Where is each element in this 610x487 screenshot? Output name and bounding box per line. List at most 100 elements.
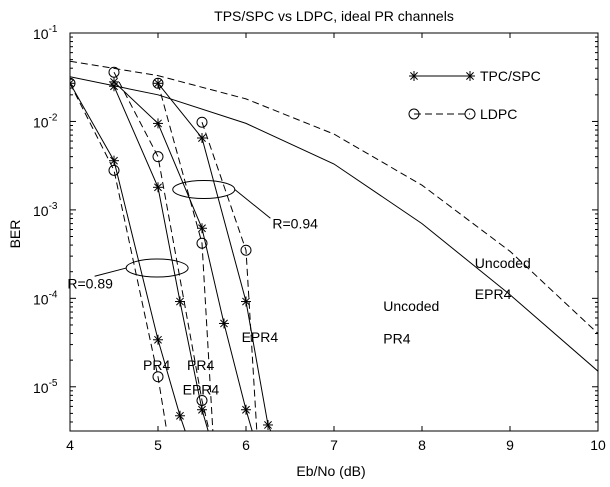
- y-axis: 10-110-210-310-410-5: [33, 24, 598, 423]
- asterisk-stroke: [410, 72, 418, 80]
- ldpc-marker: [70, 77, 76, 89]
- rate-leader-line: [94, 267, 127, 277]
- x-tick-label: 8: [418, 437, 426, 453]
- ldpc-marker: [196, 237, 208, 249]
- x-tick-label: 5: [154, 437, 162, 453]
- y-tick-base: 10: [33, 291, 49, 307]
- asterisk-stroke: [176, 411, 184, 420]
- asterisk-stroke: [154, 119, 162, 128]
- plot-area: [69, 32, 599, 432]
- asterisk-stroke: [466, 72, 474, 80]
- legend-label: LDPC: [480, 106, 517, 122]
- x-tick-label: 9: [506, 437, 514, 453]
- annotation-uncoded-epr4-line1: Uncoded: [475, 255, 531, 271]
- ldpc-marker: [152, 371, 164, 383]
- tpc-spc-marker: [70, 78, 75, 89]
- y-tick-exponent: -3: [49, 201, 58, 212]
- x-tick-label: 10: [590, 437, 606, 453]
- y-axis-label: BER: [7, 220, 23, 249]
- coded-curve-solid: [113, 81, 253, 431]
- ldpc-marker: [196, 116, 208, 128]
- asterisk-stroke: [242, 405, 250, 414]
- tpc-spc-marker: [153, 334, 163, 345]
- tpc-spc-marker: [153, 78, 163, 89]
- y-tick-label: 10-4: [33, 289, 58, 307]
- annotation-pr4-a: PR4: [143, 357, 170, 373]
- asterisk-stroke: [110, 77, 118, 86]
- asterisk-stroke: [220, 319, 228, 328]
- y-tick-exponent: -5: [49, 378, 58, 389]
- tpc-spc-marker: [241, 404, 251, 415]
- asterisk-stroke: [264, 421, 272, 429]
- tpc-spc-marker: [175, 296, 185, 307]
- asterisk-stroke: [70, 82, 74, 88]
- y-tick-label: 10-2: [33, 112, 58, 130]
- coded-curve-dashed: [113, 71, 210, 431]
- asterisk-stroke: [242, 297, 250, 306]
- series-layer: [70, 60, 598, 431]
- tpc-spc-marker: [263, 419, 273, 430]
- y-tick-base: 10: [33, 26, 49, 42]
- y-tick-exponent: -2: [49, 112, 58, 123]
- uncoded-curve-solid: [70, 76, 598, 372]
- annotation-uncoded-epr4-line2: EPR4: [475, 286, 512, 302]
- chart-title: TPS/SPC vs LDPC, ideal PR channels: [214, 8, 454, 24]
- asterisk-stroke: [110, 156, 118, 165]
- y-tick-exponent: -1: [49, 24, 58, 35]
- legend-marker-circle: [408, 108, 420, 120]
- x-tick-label: 4: [66, 437, 74, 453]
- tpc-spc-marker: [241, 296, 251, 307]
- y-tick-label: 10-5: [33, 378, 58, 396]
- tpc-spc-marker: [197, 132, 207, 143]
- ldpc-marker: [240, 244, 252, 256]
- legend-label: TPC/SPC: [480, 68, 541, 84]
- x-tick-label: 6: [242, 437, 250, 453]
- tpc-spc-marker: [153, 118, 163, 129]
- annotation-epr4-a: EPR4: [183, 381, 220, 397]
- ldpc-marker: [152, 77, 164, 89]
- rate-leader-line: [234, 189, 271, 219]
- asterisk-stroke: [198, 224, 206, 233]
- y-tick-label: 10-1: [33, 24, 58, 42]
- annotation-r089: R=0.89: [67, 275, 113, 291]
- tpc-spc-marker: [109, 155, 119, 166]
- uncoded-curve-dashed: [70, 60, 598, 334]
- asterisk-stroke: [154, 335, 162, 344]
- coded-curve-dashed: [201, 122, 258, 431]
- annotation-layer: R=0.94 R=0.89 Uncoded PR4 Uncoded EPR4 PR4 PR4 E…: [67, 215, 530, 397]
- annotation-epr4-b: EPR4: [242, 329, 279, 345]
- y-tick-base: 10: [33, 380, 49, 396]
- y-tick-base: 10: [33, 203, 49, 219]
- ellipse-layer: [94, 180, 271, 278]
- ldpc-marker: [108, 66, 120, 78]
- tpc-spc-marker: [197, 223, 207, 234]
- x-tick-label: 7: [330, 437, 338, 453]
- tpc-spc-marker: [153, 182, 163, 193]
- asterisk-stroke: [176, 297, 184, 306]
- ldpc-marker: [108, 164, 120, 176]
- ldpc-marker: [196, 394, 208, 406]
- legend-marker-circle: [464, 108, 476, 120]
- y-tick-exponent: -4: [49, 289, 58, 300]
- tpc-spc-marker: [219, 318, 229, 329]
- tpc-spc-marker: [109, 76, 119, 87]
- x-axis-label: Eb/No (dB): [296, 463, 365, 479]
- legend-marker-asterisk: [465, 71, 475, 81]
- coded-curve-dashed: [157, 83, 214, 431]
- annotation-pr4-b: PR4: [187, 357, 214, 373]
- annotation-uncoded-pr4-line2: PR4: [383, 330, 410, 346]
- asterisk-stroke: [154, 79, 162, 88]
- asterisk-stroke: [70, 79, 74, 84]
- coded-curve-dashed: [70, 83, 168, 431]
- legend-marker-asterisk: [409, 71, 419, 81]
- asterisk-stroke: [198, 134, 206, 142]
- y-tick-label: 10-3: [33, 201, 58, 219]
- annotation-r094: R=0.94: [272, 215, 318, 231]
- plot-border: [69, 32, 599, 432]
- legend: TPC/SPC LDPC: [408, 68, 541, 122]
- tpc-spc-marker: [175, 410, 185, 421]
- y-tick-base: 10: [33, 114, 49, 130]
- annotation-uncoded-pr4-line1: Uncoded: [383, 298, 439, 314]
- x-axis: 4 5 6 7 8 9 10: [66, 33, 606, 453]
